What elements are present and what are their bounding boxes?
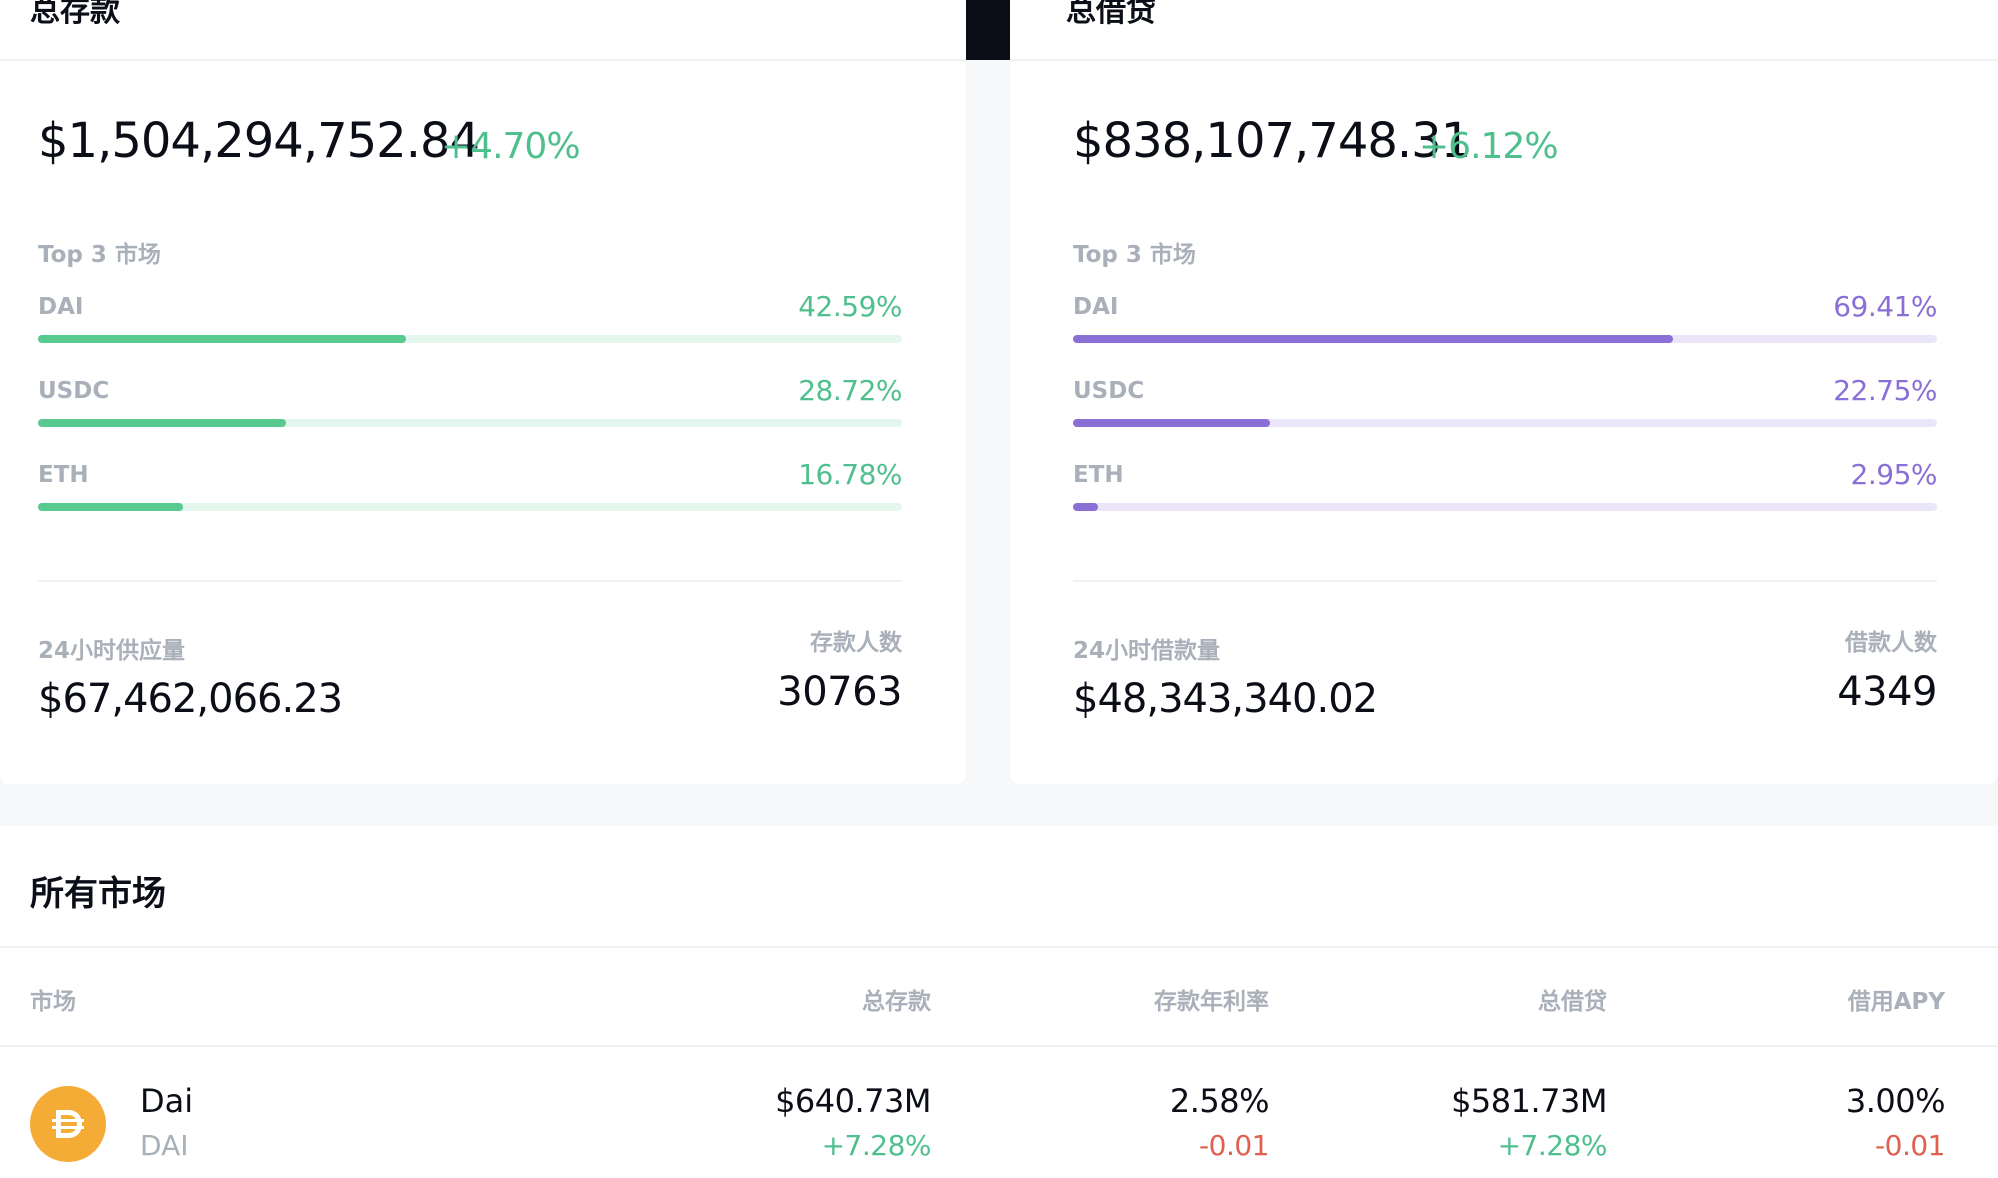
supply-volume-label: 24小时供应量 (38, 638, 186, 664)
column-header-market[interactable]: 市场 (30, 989, 76, 1015)
market-percent: 69.41% (1833, 290, 1937, 323)
total-borrow-change-cell: +7.28% (1497, 1129, 1608, 1162)
progress-track (1073, 419, 1937, 427)
total-supply-change: +4.70% (441, 126, 581, 167)
market-percent: 42.59% (798, 290, 902, 323)
top-market-row[interactable]: DAI 42.59% (38, 290, 902, 354)
card-title: 总借贷 (1066, 0, 1156, 29)
top3-label: Top 3 市场 (1073, 242, 1196, 268)
total-supply-cell: $640.73M (775, 1082, 931, 1120)
divider (1010, 59, 1998, 61)
progress-track (38, 335, 902, 343)
header-dark-strip (966, 0, 1010, 60)
asset-name: Dai (140, 1082, 194, 1120)
top-market-row[interactable]: ETH 16.78% (38, 458, 902, 522)
progress-fill (1073, 503, 1099, 511)
progress-fill (38, 419, 287, 427)
divider (0, 946, 1998, 948)
progress-track (1073, 503, 1937, 511)
progress-fill (38, 335, 406, 343)
column-header-total-borrow[interactable]: 总借贷 (1538, 989, 1607, 1015)
total-borrow-card: 总借贷 $838,107,748.31 +6.12% Top 3 市场 DAI … (1010, 0, 1998, 784)
market-name: DAI (1073, 294, 1119, 320)
borrowers-count-value: 4349 (1837, 669, 1937, 715)
top-market-row[interactable]: USDC 22.75% (1073, 374, 1937, 438)
card-title: 总存款 (30, 0, 120, 29)
asset-symbol: DAI (140, 1129, 189, 1162)
top-market-row[interactable]: USDC 28.72% (38, 374, 902, 438)
column-header-supply-apy[interactable]: 存款年利率 (1154, 989, 1269, 1015)
market-name: DAI (38, 294, 84, 320)
total-borrow-change: +6.12% (1419, 126, 1559, 167)
progress-track (1073, 335, 1937, 343)
total-borrow-value: $838,107,748.31 (1073, 113, 1471, 169)
borrow-apy-cell: 3.00% (1845, 1082, 1946, 1120)
market-percent: 22.75% (1833, 374, 1937, 407)
suppliers-count-label: 存款人数 (810, 630, 902, 656)
supply-apy-cell: 2.58% (1169, 1082, 1270, 1120)
market-percent: 16.78% (798, 458, 902, 491)
divider (0, 1045, 1998, 1047)
total-supply-change-cell: +7.28% (821, 1129, 932, 1162)
market-name: ETH (38, 462, 89, 488)
suppliers-count-value: 30763 (777, 669, 902, 715)
divider (0, 59, 966, 61)
dai-icon (30, 1086, 106, 1162)
top-market-row[interactable]: ETH 2.95% (1073, 458, 1938, 522)
progress-fill (1073, 419, 1270, 427)
supply-apy-change-cell: -0.01 (1199, 1129, 1269, 1162)
borrowers-count-label: 借款人数 (1845, 630, 1937, 656)
top-market-row[interactable]: DAI 69.41% (1073, 290, 1937, 354)
borrow-volume-label: 24小时借款量 (1073, 638, 1221, 664)
total-borrow-cell: $581.73M (1451, 1082, 1607, 1120)
progress-track (38, 503, 902, 511)
borrow-volume-value: $48,343,340.02 (1073, 676, 1378, 722)
divider (38, 580, 902, 582)
market-percent: 28.72% (798, 374, 902, 407)
all-markets-panel: 所有市场 市场 总存款 存款年利率 总借贷 借用APY Dai DAI $640… (0, 826, 1998, 1178)
progress-track (38, 419, 902, 427)
column-header-total-supply[interactable]: 总存款 (862, 989, 931, 1015)
supply-volume-value: $67,462,066.23 (38, 676, 343, 722)
total-supply-value: $1,504,294,752.84 (38, 113, 480, 169)
top3-label: Top 3 市场 (38, 242, 161, 268)
progress-fill (38, 503, 183, 511)
section-title: 所有市场 (30, 874, 166, 914)
total-supply-card: 总存款 $1,504,294,752.84 +4.70% Top 3 市场 DA… (0, 0, 966, 784)
progress-fill (1073, 335, 1673, 343)
column-header-borrow-apy[interactable]: 借用APY (1847, 989, 1945, 1015)
market-name: USDC (1073, 378, 1145, 404)
divider (1073, 580, 1937, 582)
market-name: ETH (1073, 462, 1124, 488)
market-percent: 2.95% (1850, 458, 1938, 491)
borrow-apy-change-cell: -0.01 (1875, 1129, 1945, 1162)
market-name: USDC (38, 378, 110, 404)
